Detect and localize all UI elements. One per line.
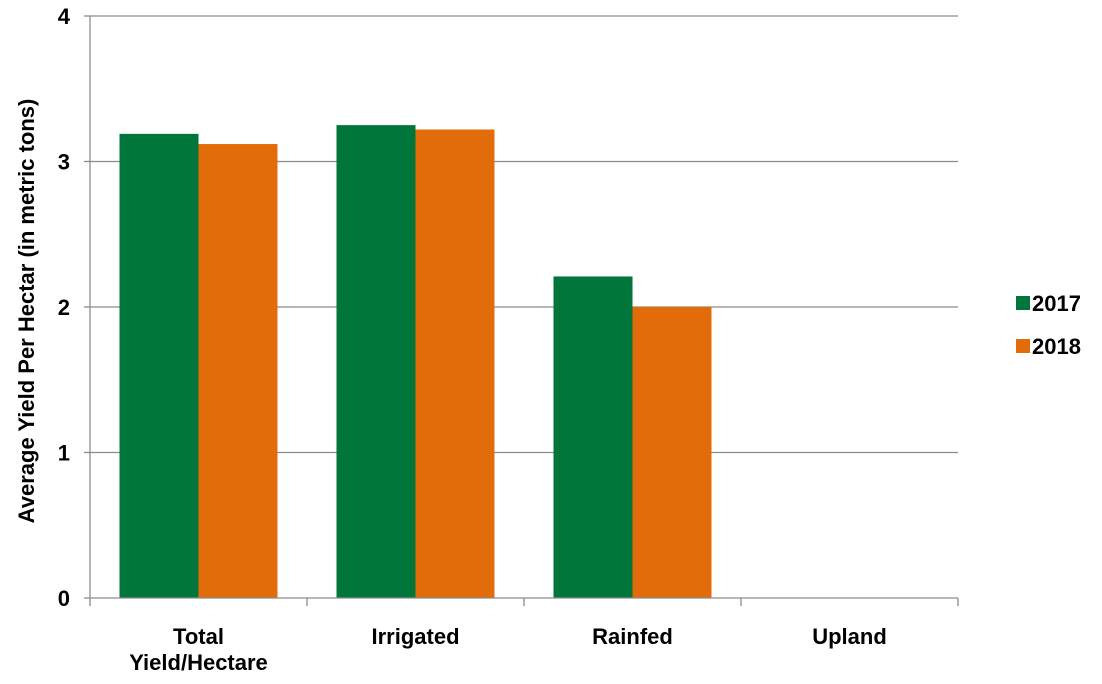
legend-swatch-2017 bbox=[1016, 296, 1030, 310]
bar-2017 bbox=[119, 133, 199, 599]
y-tick-label: 0 bbox=[58, 586, 70, 611]
x-category-label: Total Yield/Hectare bbox=[129, 624, 268, 675]
y-tick-label: 2 bbox=[58, 295, 70, 320]
axes bbox=[84, 15, 959, 606]
bar-2018 bbox=[632, 307, 712, 598]
y-tick-label: 4 bbox=[58, 4, 71, 29]
y-axis-title: Average Yield Per Hectar (in metric tons… bbox=[14, 99, 39, 524]
y-tick-label: 1 bbox=[58, 441, 70, 466]
legend: 2017 2018 bbox=[1016, 291, 1081, 359]
bar-2017 bbox=[553, 276, 633, 598]
bar-2018 bbox=[415, 129, 495, 599]
x-category-label: Upland bbox=[812, 624, 887, 649]
bar-2018 bbox=[198, 144, 278, 599]
y-tick-label: 3 bbox=[58, 150, 70, 175]
legend-label: 2017 bbox=[1032, 291, 1081, 316]
legend-label: 2018 bbox=[1032, 334, 1081, 359]
bar-2017 bbox=[336, 125, 416, 598]
x-category-label: Irrigated bbox=[371, 624, 459, 649]
legend-swatch-2018 bbox=[1016, 339, 1030, 353]
bars bbox=[119, 125, 712, 599]
x-category-label: Rainfed bbox=[592, 624, 673, 649]
tick-labels: 0 1 2 3 4 Total Yield/Hectare Irrigated Rainfed U… bbox=[58, 4, 887, 675]
